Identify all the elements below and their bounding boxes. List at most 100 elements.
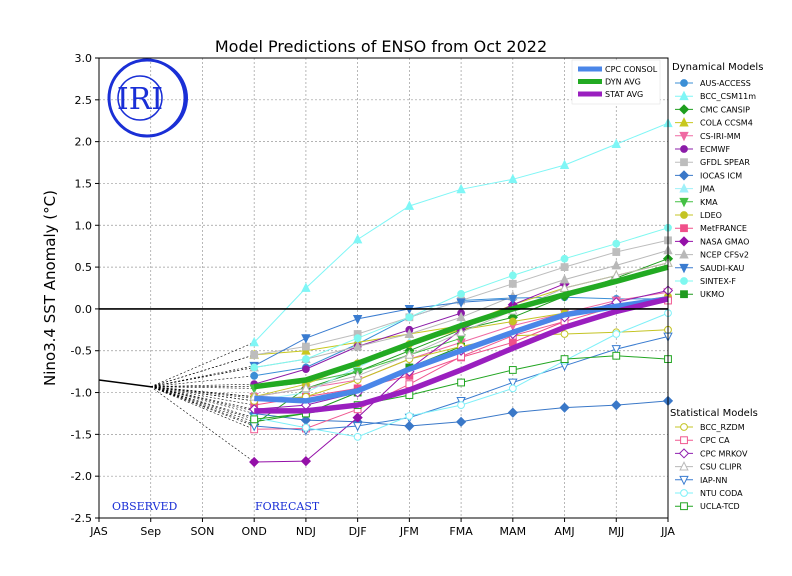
observed-line [98,379,151,388]
data-point [249,456,260,468]
data-point [560,254,569,263]
legend-label: AUS-ACCESS [700,79,751,88]
data-point [300,456,312,467]
data-point [302,342,310,351]
data-point [456,311,466,322]
y-tick-label: -1.0 [71,387,92,400]
x-tick-label: Sep [140,525,161,538]
legend-marker [680,158,688,167]
y-tick-label: 2.0 [75,136,93,149]
data-point [352,412,363,423]
fan-line [150,386,255,430]
legend-marker [679,183,689,193]
legend-marker [680,224,688,233]
x-tick-label: JFM [399,525,419,538]
legend-marker [680,423,688,431]
x-tick-label: JAS [89,525,108,538]
legend-marker [679,90,689,101]
x-tick-label: FMA [449,525,473,538]
fan-line [150,386,255,463]
data-point [404,328,415,338]
legend-marker [679,475,689,486]
legend-label: CSU CLIPR [700,463,742,472]
data-point [456,183,466,194]
y-tick-label: -1.5 [71,428,92,441]
consensus-line-dyn-avg [253,264,669,390]
legend-marker [679,249,689,259]
legend-marker [680,436,688,445]
data-point [404,420,415,432]
statistical-legend-title: Statistical Models [670,408,758,419]
fan-line [150,342,255,387]
data-point [301,282,311,292]
data-point [352,233,363,244]
y-tick-label: -2.0 [71,470,92,483]
legend-marker [678,104,690,115]
legend-label: SINTEX-F [700,277,736,286]
fan-line [150,386,255,414]
forecast-label: FORECAST [255,500,320,513]
data-point [250,371,259,380]
x-tick-label: NDJ [296,525,316,538]
fan-line [150,386,255,406]
data-point [353,432,362,441]
x-tick-label: OND [242,525,267,538]
observed-layer [98,379,151,388]
legend-label: CPC CA [700,436,730,445]
data-point [611,399,622,411]
data-point [457,289,465,298]
data-point [455,416,467,427]
data-point [352,422,363,432]
legend-label: ECMWF [700,145,730,154]
data-point [508,384,517,393]
fan-line [150,386,255,427]
observation-fan [150,342,255,463]
legend-label: KMA [700,198,718,207]
data-point [611,259,621,270]
legend-label: NASA GMAO [700,237,749,246]
x-tick-label: MJJ [608,525,624,538]
legend-label: CMC CANSIP [700,105,750,114]
legend-marker [680,145,688,153]
logo-text: IRI [117,82,163,117]
data-point [457,378,465,387]
data-point [559,159,570,169]
legend-marker [680,277,688,285]
y-tick-label: -2.5 [71,512,92,525]
data-point [302,355,310,363]
legend-label: NCEP CFSv2 [700,251,749,260]
legend-label: IOCAS ICM [700,171,742,180]
data-point [352,315,363,325]
dynamical-legend-title: Dynamical Models [672,62,763,73]
legend-marker [678,448,690,459]
legend-marker [680,489,688,497]
legend-marker [678,170,690,181]
legend-label: DYN AVG [605,78,641,87]
legend-label: JMA [699,185,715,194]
data-point [249,336,259,347]
y-tick-label: 0.5 [75,261,93,274]
data-point [560,263,569,271]
data-point [302,423,310,432]
data-point [612,239,621,248]
data-point [612,351,621,360]
x-tick-label: JJA [660,525,675,538]
data-point [404,200,415,210]
legend-marker [679,117,689,127]
data-point [353,334,362,343]
data-point [302,365,310,374]
data-point [508,173,518,184]
series-sintex-f [250,223,672,372]
dynamical-legend: AUS-ACCESS BCC_CSM11m CMC CANSIP COLA CCSM4… [675,79,756,299]
legend-label: BCC_CSM11m [700,92,756,101]
data-point [508,317,517,326]
legend-marker [680,502,688,511]
legend-marker [679,263,689,274]
data-point [457,401,465,409]
data-point [612,330,621,338]
data-point [250,351,259,359]
legend-label: LDEO [700,211,722,220]
chart-title: Model Predictions of ENSO from Oct 2022 [215,37,547,56]
statistical-legend: BCC_RZDM CPC CA CPC MRKOV CSU CLIPR IAP-NN NT… [675,423,748,511]
legend-label: SAUDI-KAU [700,264,745,273]
